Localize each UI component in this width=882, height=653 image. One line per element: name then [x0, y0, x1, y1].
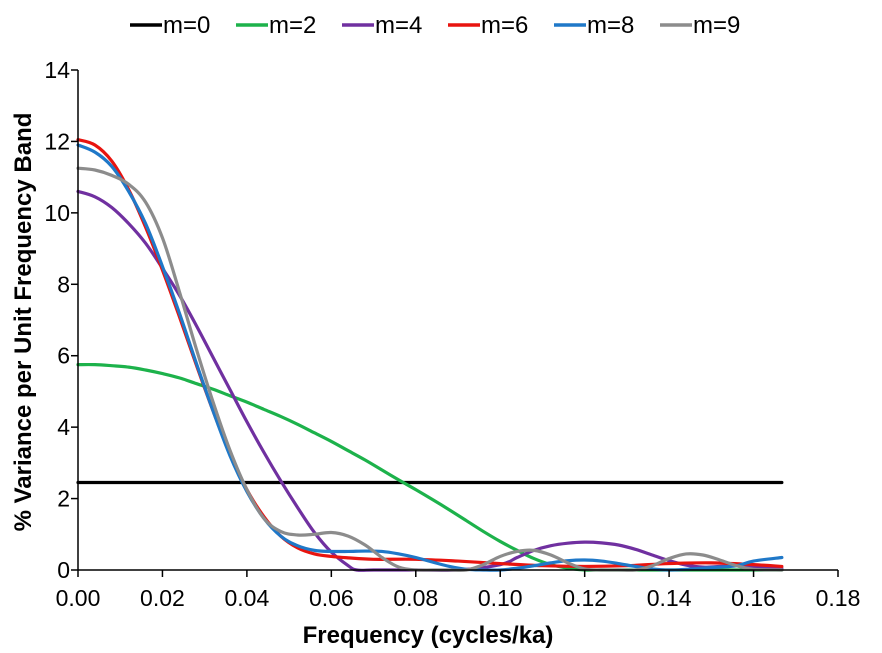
series-line-m-6 [76, 138, 784, 569]
series-layer [76, 138, 784, 573]
y-tick-label: 10 [44, 200, 70, 226]
x-axis-title: Frequency (cycles/ka) [303, 622, 554, 649]
x-tick-label: 0.02 [140, 585, 185, 611]
y-tick-label: 6 [57, 343, 70, 369]
x-tick-label: 0.04 [225, 585, 270, 611]
x-axis-ticks: 0.00 0.02 0.04 0.06 0.08 0.10 0.12 0.14 0.16 0.18 [56, 570, 861, 611]
x-tick-label: 0.00 [56, 585, 101, 611]
x-tick-label: 0.16 [731, 585, 776, 611]
x-tick-label: 0.14 [647, 585, 692, 611]
y-tick-label: 4 [57, 414, 70, 440]
legend-label-m-4: m=4 [375, 12, 422, 39]
legend-label-m-0: m=0 [163, 12, 210, 39]
series-line-m-4 [76, 189, 784, 573]
y-tick-label: 12 [44, 128, 70, 154]
y-axis-title: % Variance per Unit Frequency Band [10, 113, 37, 532]
legend-label-m-8: m=8 [587, 12, 634, 39]
x-tick-label: 0.06 [309, 585, 354, 611]
series-line-m-2 [76, 362, 784, 572]
chart-legend: m=0 m=2 m=4 m=6 m=8 m=9 [130, 12, 740, 39]
x-tick-label: 0.12 [562, 585, 607, 611]
x-tick-label: 0.18 [816, 585, 861, 611]
y-tick-label: 2 [57, 486, 70, 512]
y-tick-label: 8 [57, 271, 70, 297]
legend-label-m-6: m=6 [481, 12, 528, 39]
chart-axes [77, 70, 838, 571]
y-axis-ticks: 0 2 4 6 8 10 12 14 [44, 57, 78, 583]
legend-label-m-9: m=9 [693, 12, 740, 39]
y-tick-label: 0 [57, 557, 70, 583]
y-tick-label: 14 [44, 57, 70, 83]
series-line-m-8 [76, 143, 784, 572]
x-tick-label: 0.10 [478, 585, 523, 611]
x-tick-label: 0.08 [393, 585, 438, 611]
legend-label-m-2: m=2 [269, 12, 316, 39]
series-line-m-9 [76, 166, 784, 573]
